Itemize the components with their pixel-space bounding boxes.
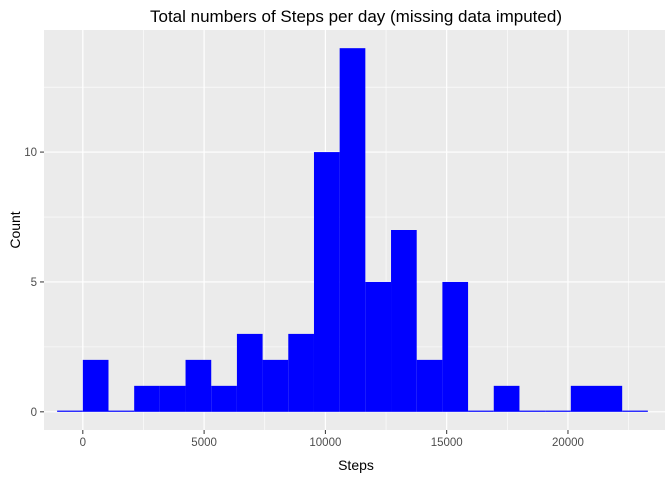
x-axis: 0 5000 10000 15000 20000	[80, 430, 584, 449]
histogram-bar	[288, 333, 314, 412]
histogram-bar	[57, 410, 83, 412]
x-axis-title: Steps	[338, 457, 374, 473]
y-axis: 0 5 10	[24, 147, 44, 419]
histogram-bar	[493, 385, 520, 412]
histogram-bar	[108, 410, 135, 412]
x-tick-label: 5000	[191, 437, 217, 449]
histogram-bar	[442, 281, 469, 412]
y-tick-label: 5	[31, 277, 37, 289]
y-tick-label: 0	[31, 407, 37, 419]
histogram-bar	[596, 385, 623, 412]
y-tick-label: 10	[24, 147, 37, 159]
histogram-bar	[519, 410, 546, 412]
histogram-bar	[365, 281, 392, 412]
histogram-bar	[622, 410, 648, 412]
histogram-bar	[159, 385, 186, 412]
x-tick-label: 10000	[309, 437, 341, 449]
histogram-bar	[545, 410, 571, 412]
histogram-bar	[236, 333, 263, 412]
x-tick-label: 20000	[552, 437, 584, 449]
histogram-bar	[211, 385, 237, 412]
y-axis-title: Count	[7, 211, 23, 248]
histogram-bar	[313, 152, 340, 412]
histogram-bar	[468, 410, 494, 412]
chart-title: Total numbers of Steps per day (missing …	[150, 7, 562, 26]
histogram-bar	[391, 230, 417, 412]
histogram-bar	[82, 359, 109, 412]
x-tick-label: 0	[80, 437, 86, 449]
histogram-bar	[570, 385, 597, 412]
histogram-bar	[416, 359, 443, 412]
histogram-bars	[57, 48, 648, 412]
histogram-bar	[134, 385, 160, 412]
histogram-bar	[262, 359, 289, 412]
x-tick-label: 15000	[431, 437, 463, 449]
histogram-bar	[339, 48, 366, 412]
histogram-bar	[185, 359, 212, 412]
